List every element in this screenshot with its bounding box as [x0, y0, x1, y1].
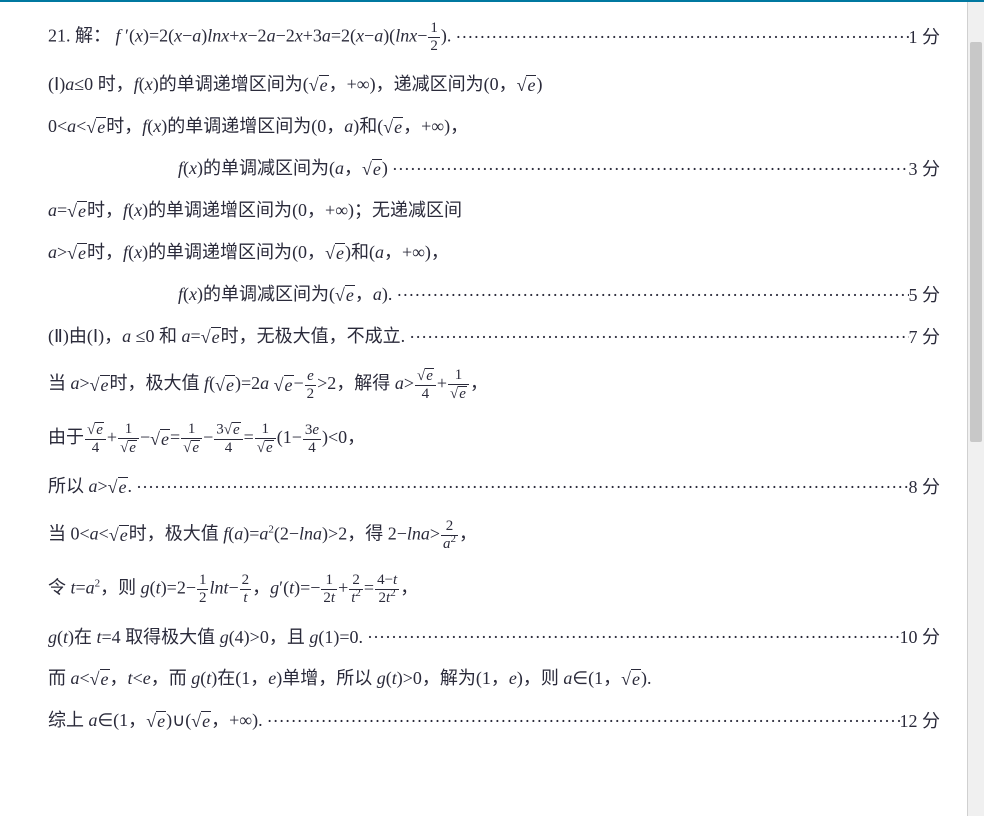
solution-line: 由于e4+1e−e=1e−3e4=1e(1−3e4)<0， [48, 412, 956, 466]
line-content: 由于e4+1e−e=1e−3e4=1e(1−3e4)<0， [48, 422, 365, 456]
line-content: a>e时，f(x)的单调递增区间为(0，e)和(a，+∞)， [48, 242, 449, 264]
line-content: g(t)在 t=4 取得极大值 g(4)>0，且 g(1)=0. [48, 627, 363, 648]
line-content: 综上 a∈(1，e)∪(e，+∞). [48, 710, 263, 732]
solution-line: g(t)在 t=4 取得极大值 g(4)>0，且 g(1)=0. 10 分 [48, 616, 956, 658]
vertical-scrollbar[interactable] [967, 2, 984, 816]
line-content: 21. 解： f ′(x)=2(x−a)lnx+x−2a−2x+3a=2(x−a… [48, 21, 451, 54]
marks-label: 12 分 [900, 711, 957, 732]
line-content: (Ⅰ)a≤0 时，f(x)的单调递增区间为(e，+∞)，递减区间为(0，e) [48, 74, 542, 96]
scroll-thumb[interactable] [970, 42, 982, 442]
solution-line: f(x)的单调减区间为(e，a). 5 分 [48, 274, 956, 316]
line-content: 当 a>e时，极大值 f(e)=2a e−e2>2，解得 a>e4+1e， [48, 368, 488, 402]
problem-number: 21. [48, 25, 71, 45]
line-content: f(x)的单调减区间为(e，a). [48, 284, 392, 306]
line-content: 而 a<e，t<e，而 g(t)在(1，e)单增，所以 g(t)>0，解为(1，… [48, 668, 651, 690]
solution-line: 令 t=a2，则 g(t)=2−12lnt−2t，g′(t)=−12t+2t2=… [48, 562, 956, 616]
marks-label: 7 分 [909, 327, 957, 348]
line-content: a=e时，f(x)的单调递增区间为(0，+∞)；无递减区间 [48, 200, 462, 222]
solution-line: (Ⅰ)a≤0 时，f(x)的单调递增区间为(e，+∞)，递减区间为(0，e) [48, 64, 956, 106]
leader-dots [392, 285, 908, 306]
line-content: f(x)的单调减区间为(a，e) [48, 158, 388, 180]
leader-dots [451, 27, 908, 48]
solution-label: 解： [75, 25, 111, 45]
solution-line: (Ⅱ)由(Ⅰ)，a ≤0 和 a=e时，无极大值，不成立. 7 分 [48, 316, 956, 358]
line-content: 令 t=a2，则 g(t)=2−12lnt−2t，g′(t)=−12t+2t2=… [48, 573, 418, 606]
line-content: 0<a<e时，f(x)的单调递增区间为(0，a)和(e，+∞)， [48, 116, 468, 138]
solution-line: f(x)的单调减区间为(a，e) 3 分 [48, 148, 956, 190]
leader-dots [405, 327, 908, 348]
line-content: 所以 a>e. [48, 476, 132, 498]
marks-label: 1 分 [909, 27, 957, 48]
solution-line: 而 a<e，t<e，而 g(t)在(1，e)单增，所以 g(t)>0，解为(1，… [48, 658, 956, 700]
leader-dots [263, 711, 900, 732]
solution-line: 0<a<e时，f(x)的单调递增区间为(0，a)和(e，+∞)， [48, 106, 956, 148]
line-content: (Ⅱ)由(Ⅰ)，a ≤0 和 a=e时，无极大值，不成立. [48, 326, 405, 348]
solution-line: 当 0<a<e时，极大值 f(a)=a2(2−lna)>2，得 2−lna>2a… [48, 508, 956, 562]
marks-label: 10 分 [900, 627, 957, 648]
marks-label: 3 分 [909, 159, 957, 180]
solution-line: 综上 a∈(1，e)∪(e，+∞). 12 分 [48, 700, 956, 742]
line-content: 当 0<a<e时，极大值 f(a)=a2(2−lna)>2，得 2−lna>2a… [48, 519, 477, 552]
marks-label: 8 分 [909, 477, 957, 498]
marks-label: 5 分 [909, 285, 957, 306]
solution-line: 所以 a>e. 8 分 [48, 466, 956, 508]
leader-dots [132, 477, 908, 498]
solution-page: 21. 解： f ′(x)=2(x−a)lnx+x−2a−2x+3a=2(x−a… [0, 0, 984, 816]
solution-line: a>e时，f(x)的单调递增区间为(0，e)和(a，+∞)， [48, 232, 956, 274]
solution-line: 21. 解： f ′(x)=2(x−a)lnx+x−2a−2x+3a=2(x−a… [48, 10, 956, 64]
solution-line: 当 a>e时，极大值 f(e)=2a e−e2>2，解得 a>e4+1e， [48, 358, 956, 412]
leader-dots [363, 627, 900, 648]
solution-line: a=e时，f(x)的单调递增区间为(0，+∞)；无递减区间 [48, 190, 956, 232]
leader-dots [388, 159, 909, 180]
